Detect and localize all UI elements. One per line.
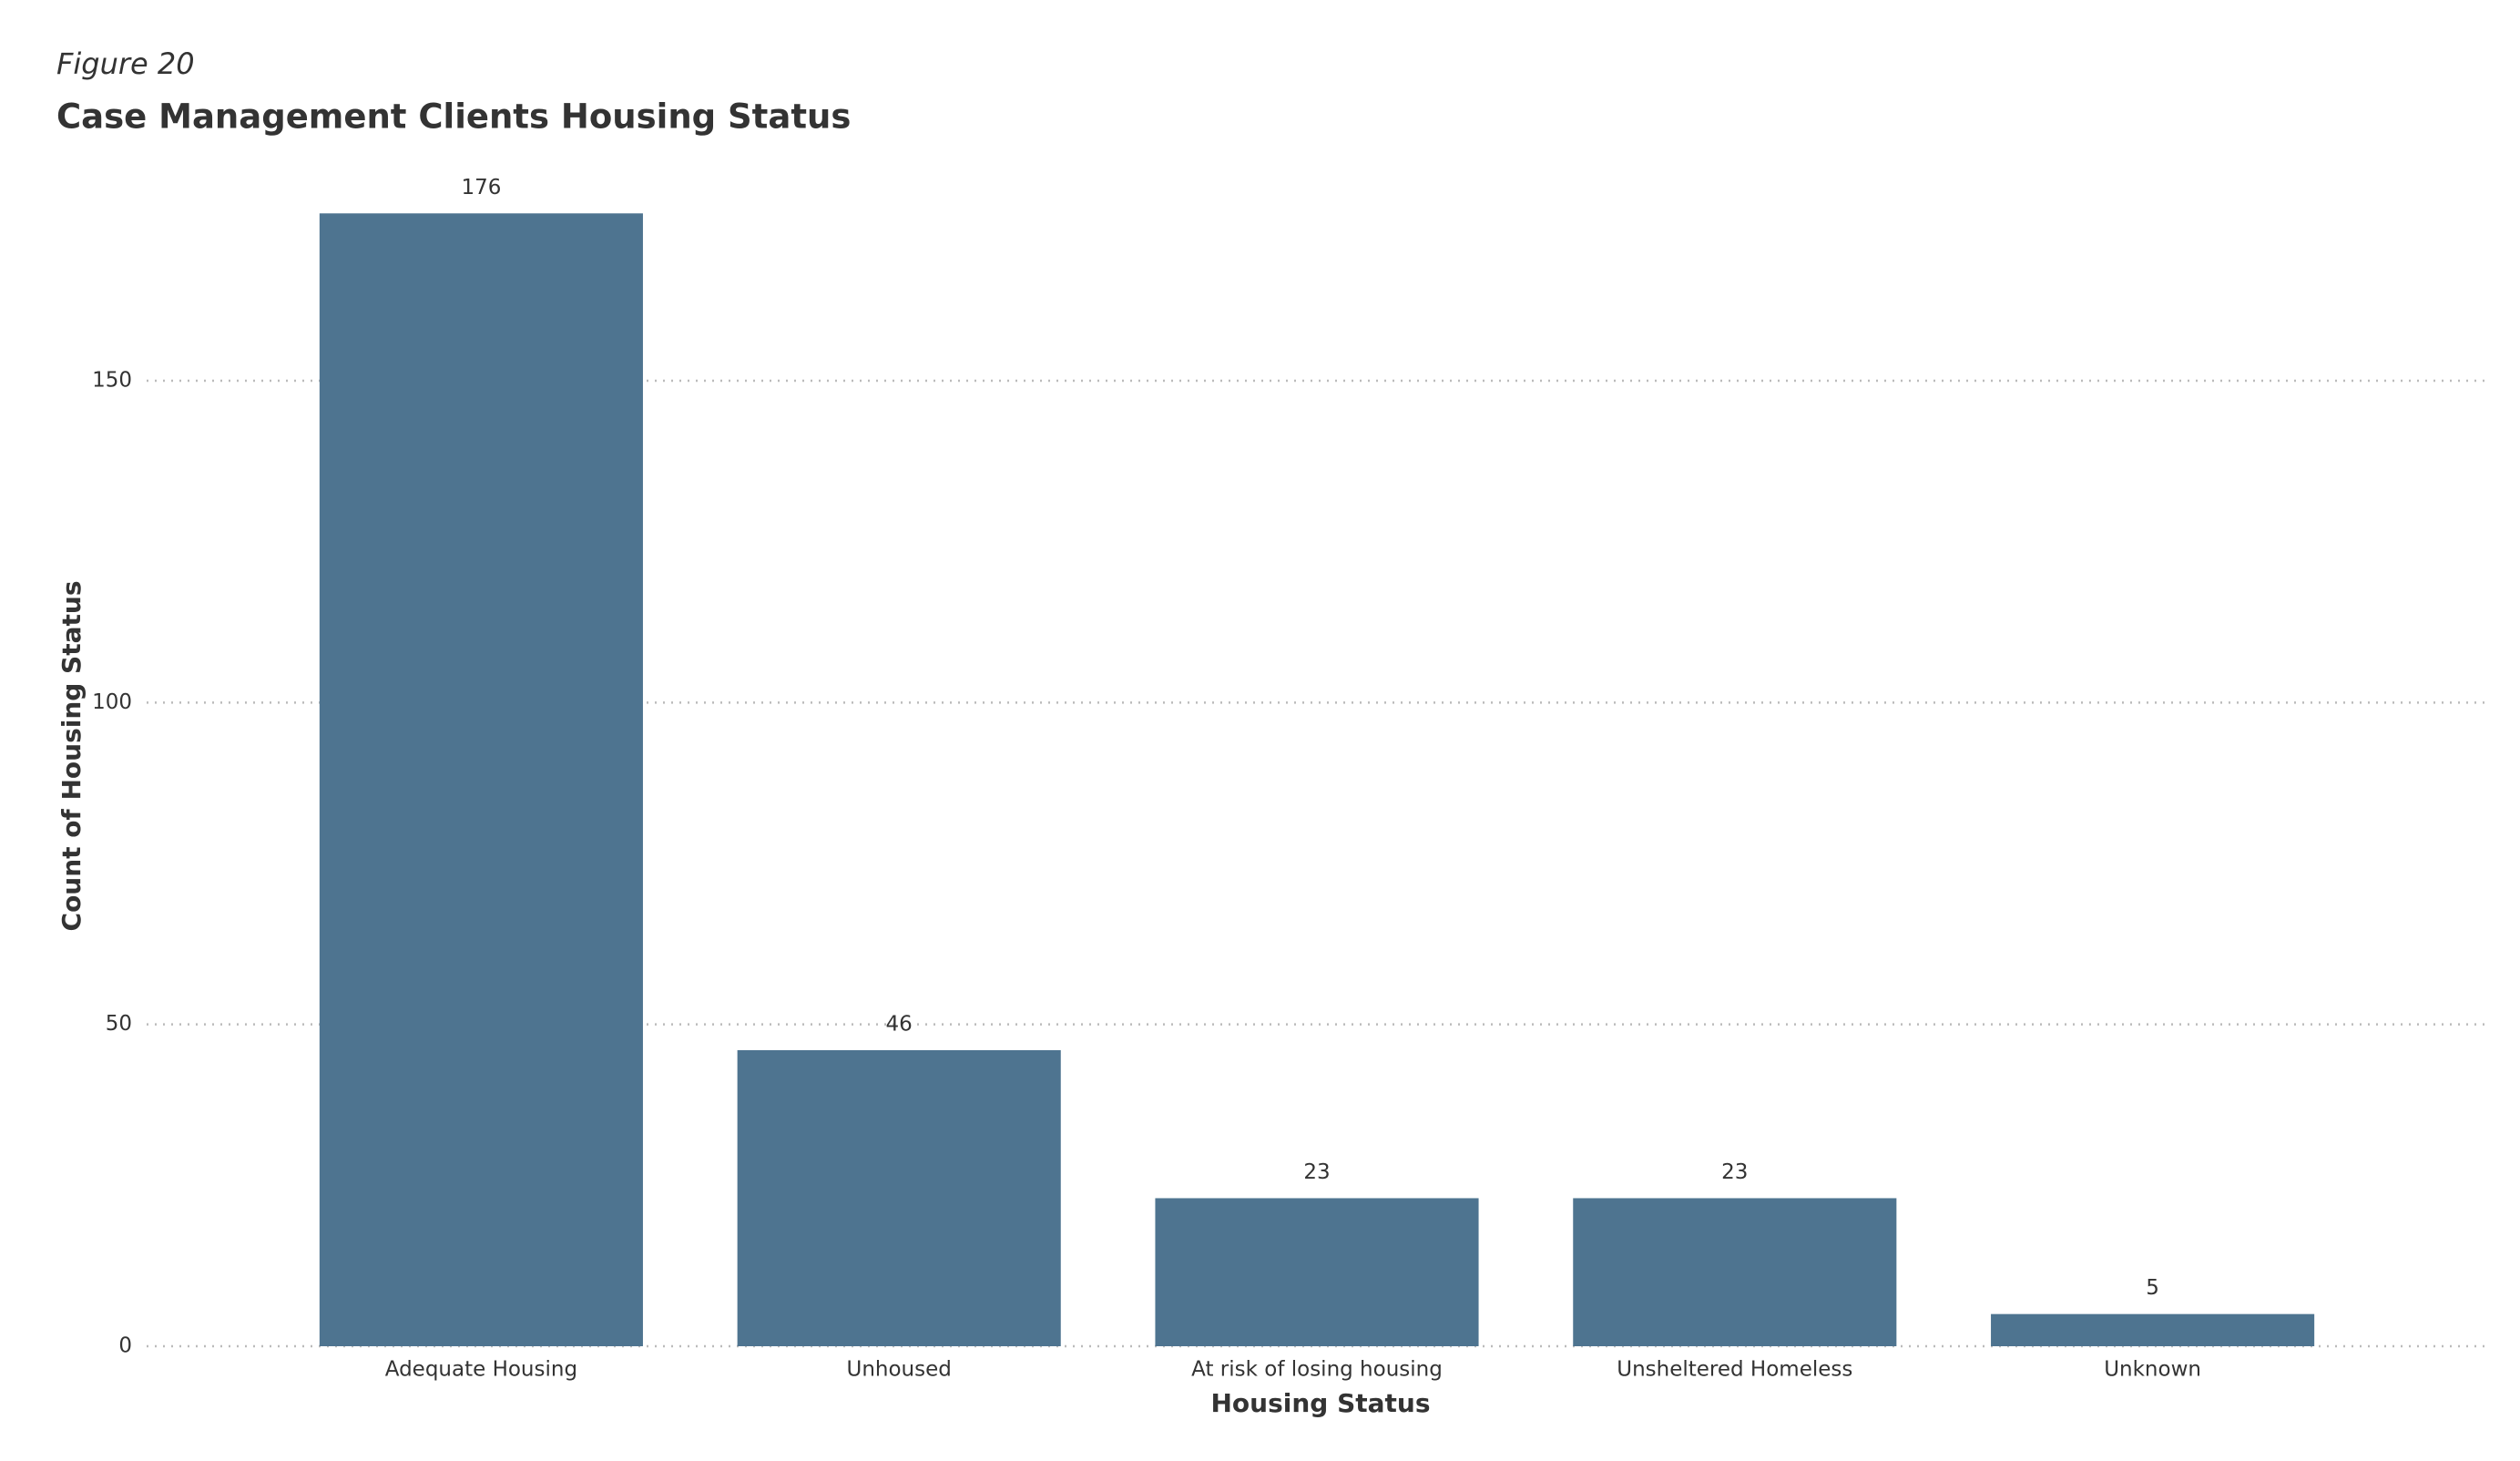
bar [1573,1198,1897,1346]
y-tick-label: 0 [118,1334,132,1358]
x-tick-label: Unhoused [847,1358,952,1382]
data-label: 176 [461,176,501,199]
bar [737,1049,1061,1346]
x-tick-label: Unsheltered Homeless [1617,1358,1852,1382]
data-label: 46 [886,1012,913,1036]
x-tick-label: At risk of losing housing [1191,1358,1443,1382]
data-label: 23 [1721,1160,1748,1184]
y-tick-label: 150 [92,369,132,393]
bar [1991,1313,2315,1346]
data-label: 23 [1303,1160,1330,1184]
bar [1155,1198,1479,1346]
data-label: 5 [2146,1276,2159,1300]
figure-label: Figure 20 [56,46,195,81]
x-axis-title: Housing Status [1210,1388,1430,1418]
y-axis-title: Count of Housing Status [56,581,87,932]
y-tick-label: 50 [106,1012,132,1036]
y-tick-label: 100 [92,690,132,714]
x-tick-label: Unknown [2104,1358,2201,1382]
x-tick-label: Adequate Housing [385,1358,577,1382]
chart-title: Case Management Clients Housing Status [56,97,851,137]
bar [319,213,643,1347]
